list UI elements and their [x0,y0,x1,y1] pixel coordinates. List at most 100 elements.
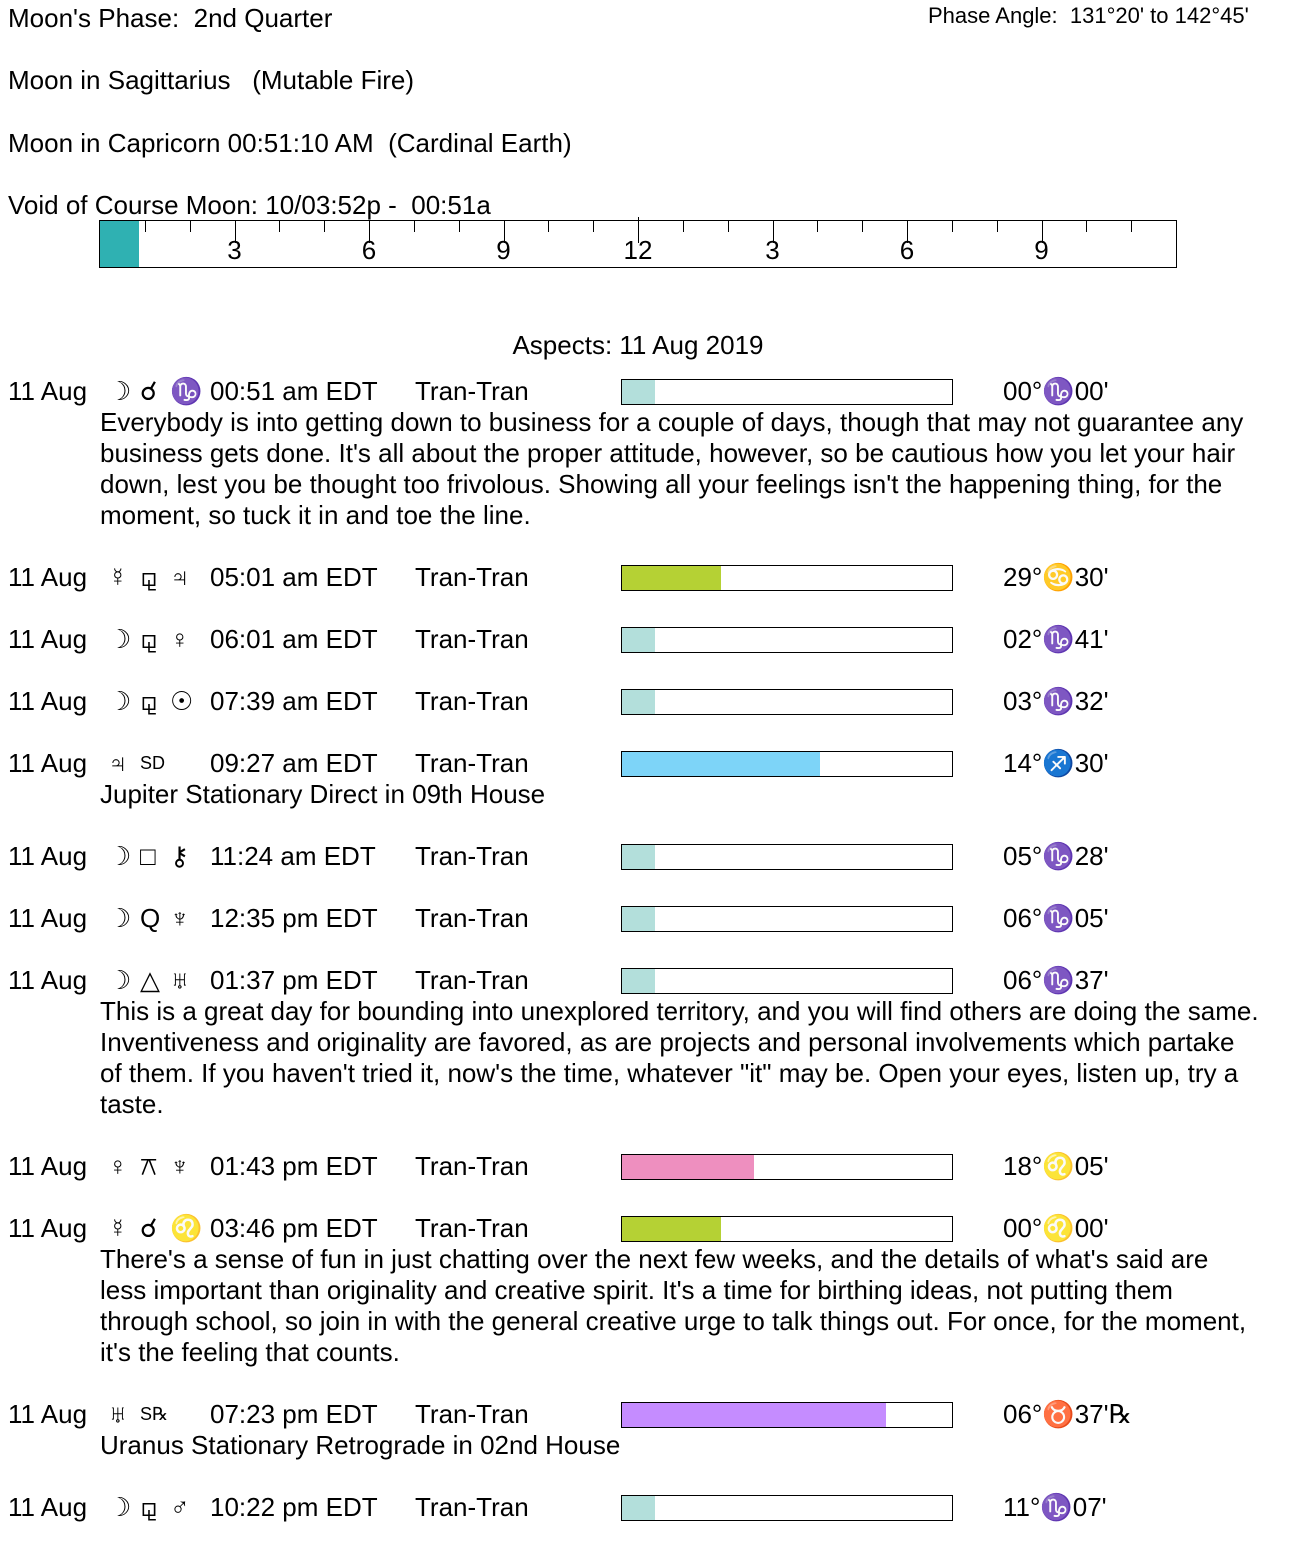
aspect-time: 03:46 pm EDT [210,1213,378,1243]
zodiac-position: 00°♌00' [1003,1213,1109,1243]
moon-phase: Moon's Phase: 2nd Quarter [8,3,333,33]
aspect-entry: 11 Aug ☽ △ ♅ 01:37 pm EDT Tran-Tran 06°♑… [0,965,1306,1120]
aspect-row: 11 Aug ☽ ☌ ♑ 00:51 am EDT Tran-Tran 00°♑… [0,376,1306,407]
timeline-tick [369,221,370,243]
aspect-date: 11 Aug [8,624,88,654]
aspect-row: 11 Aug ☿ ⚼ ♃ 05:01 am EDT Tran-Tran 29°♋… [0,562,1306,593]
aspect-glyph-icon: S℞ [140,1404,169,1424]
aspect-row: 11 Aug ☽ Q ♆ 12:35 pm EDT Tran-Tran 06°♑… [0,903,1306,934]
aspect-type: Tran-Tran [415,748,529,778]
aspect-description: There's a sense of fun in just chatting … [100,1244,1247,1367]
strength-bar-fill [622,845,655,869]
planet-glyph-icon: ♌ [170,1213,203,1243]
aspect-list: 11 Aug ☽ ☌ ♑ 00:51 am EDT Tran-Tran 00°♑… [0,376,1306,1554]
planet-glyph-icon: ♃ [108,748,128,778]
zodiac-position: 11°♑07' [1003,1492,1107,1522]
strength-bar-fill [622,628,655,652]
timeline-tick [189,221,191,232]
strength-bar-fill [622,907,655,931]
planet-glyph-icon: ☽ [108,624,132,654]
timeline-hour-label: 3 [765,235,780,265]
zodiac-position: 29°♋30' [1003,562,1109,592]
timeline-hour-label: 9 [1034,235,1049,265]
aspect-entry: 11 Aug ☽ ⚼ ♂ 10:22 pm EDT Tran-Tran 11°♑… [0,1492,1306,1523]
zodiac-position: 03°♑32' [1003,686,1109,716]
planet-glyph-icon: ♆ [170,1151,190,1181]
timeline-tick [772,221,774,243]
aspects-title: Aspects: 11 Aug 2019 [512,330,764,360]
aspect-glyph-icon: SD [140,753,166,773]
aspect-entry: 11 Aug ♀ ⚻ ♆ 01:43 pm EDT Tran-Tran 18°♌… [0,1151,1306,1182]
aspect-time: 12:35 pm EDT [210,903,378,933]
planet-glyph-icon: ☿ [108,1213,128,1243]
planet-glyph-icon: ♅ [108,1399,128,1429]
strength-bar-fill [622,969,655,993]
timeline-tick [951,221,953,232]
aspect-glyph-icon: ⚼ [140,562,158,592]
timeline-hour-label: 12 [623,235,653,265]
strength-bar [621,1216,953,1242]
timeline-tick [862,221,864,232]
aspect-entry: 11 Aug ☿ ⚼ ♃ 05:01 am EDT Tran-Tran 29°♋… [0,562,1306,593]
timeline-tick [727,221,729,232]
aspect-date: 11 Aug [8,1492,88,1522]
planet-glyph-icon: ♀ [170,624,190,654]
aspect-row: 11 Aug ♅ S℞ 07:23 pm EDT Tran-Tran 06°♉3… [0,1399,1306,1430]
planet-glyph-icon: ☽ [108,841,132,871]
strength-bar-fill [622,1217,721,1241]
timeline-tick [458,221,460,232]
strength-bar-fill [622,1496,655,1520]
strength-bar [621,1495,953,1521]
aspect-row: 11 Aug ♃ SD 09:27 am EDT Tran-Tran 14°♐3… [0,748,1306,779]
aspect-type: Tran-Tran [415,1399,529,1429]
zodiac-position: 14°♐30' [1003,748,1109,778]
zodiac-position: 05°♑28' [1003,841,1109,871]
aspect-row: 11 Aug ♀ ⚻ ♆ 01:43 pm EDT Tran-Tran 18°♌… [0,1151,1306,1182]
planet-glyph-icon: ☽ [108,1492,132,1522]
strength-bar [621,906,953,932]
aspect-date: 11 Aug [8,965,88,995]
void-of-course: Void of Course Moon: 10/03:52p - 00:51a [8,190,491,220]
aspect-type: Tran-Tran [415,841,529,871]
timeline-tick [503,221,505,243]
strength-bar [621,689,953,715]
aspect-time: 07:39 am EDT [210,686,378,716]
moon-sign: Moon in Sagittarius (Mutable Fire) [8,65,415,95]
aspect-date: 11 Aug [8,1399,88,1429]
timeline-tick [1086,221,1088,232]
aspect-entry: 11 Aug ☽ □ ⚷ 11:24 am EDT Tran-Tran 05°♑… [0,841,1306,872]
timeline-tick [638,217,639,243]
moon-ingress: Moon in Capricorn 00:51:10 AM (Cardinal … [8,128,572,158]
strength-bar [621,1154,953,1180]
aspect-time: 01:43 pm EDT [210,1151,378,1181]
strength-bar [621,844,953,870]
aspect-entry: 11 Aug ☽ Q ♆ 12:35 pm EDT Tran-Tran 06°♑… [0,903,1306,934]
timeline-tick [1041,221,1043,243]
strength-bar-fill [622,380,655,404]
aspect-type: Tran-Tran [415,624,529,654]
strength-bar-fill [622,690,655,714]
planet-glyph-icon: ⚷ [170,841,190,871]
aspect-description: Uranus Stationary Retrograde in 02nd Hou… [100,1430,621,1460]
aspect-glyph-icon: ⚻ [140,1151,158,1181]
aspect-glyph-icon: ☌ [140,376,158,406]
aspect-date: 11 Aug [8,376,88,406]
aspect-entry: 11 Aug ♅ S℞ 07:23 pm EDT Tran-Tran 06°♉3… [0,1399,1306,1461]
timeline-tick [324,221,326,232]
aspect-glyph-icon: △ [140,965,160,995]
timeline-tick [593,221,595,232]
aspect-glyph-icon: Q [140,903,161,933]
timeline-tick [682,221,684,232]
timeline-tick [817,221,819,232]
timeline-hour-label: 6 [361,235,377,265]
timeline-tick [548,221,550,232]
aspect-time: 10:22 pm EDT [210,1492,378,1522]
aspect-row: 11 Aug ☽ □ ⚷ 11:24 am EDT Tran-Tran 05°♑… [0,841,1306,872]
aspect-time: 01:37 pm EDT [210,965,378,995]
aspect-date: 11 Aug [8,562,88,592]
timeline-hour-label: 3 [227,235,242,265]
timeline-hour-label: 6 [899,235,915,265]
strength-bar [621,1402,953,1428]
phase-angle: Phase Angle: 131°20' to 142°45' [928,3,1249,28]
aspect-type: Tran-Tran [415,376,529,406]
